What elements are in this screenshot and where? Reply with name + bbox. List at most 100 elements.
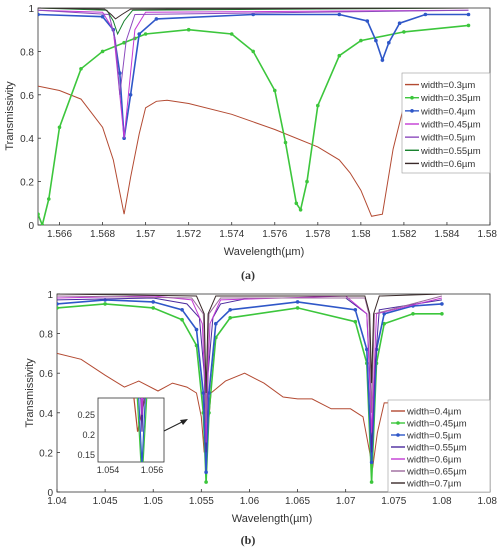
data-point xyxy=(229,32,234,36)
legend-marker xyxy=(396,421,400,425)
y-tick-label: 1 xyxy=(47,290,53,301)
legend-entry: width=0.4µm xyxy=(406,407,461,418)
data-point xyxy=(397,21,402,26)
series-line-width-0-7-m xyxy=(57,294,442,394)
y-tick-label: 0.4 xyxy=(20,134,34,145)
chart-b-inset: 1.054 1.056 0.25 0.2 0.15 xyxy=(77,397,188,475)
data-point xyxy=(387,40,391,45)
x-tick-label: 1.568 xyxy=(90,229,115,240)
series-line-width-0-6-m xyxy=(38,8,469,20)
legend-entry: width=0.5µm xyxy=(420,133,475,144)
x-tick-label: 1.045 xyxy=(93,496,118,507)
data-point xyxy=(151,300,155,304)
legend-entry: width=0.55µm xyxy=(420,146,481,157)
data-point xyxy=(353,308,358,312)
data-point xyxy=(79,67,83,71)
data-point xyxy=(57,302,59,306)
data-point xyxy=(365,347,369,352)
inset-plot-area xyxy=(97,397,165,463)
inset-pointer-arrowhead xyxy=(180,419,188,425)
chart-a-caption: (a) xyxy=(241,268,255,282)
x-tick-label: 1.566 xyxy=(47,229,72,240)
data-point xyxy=(423,12,428,17)
data-point xyxy=(251,12,255,17)
legend-entry: width=0.3µm xyxy=(420,80,475,91)
series-line-width-0-65-m xyxy=(57,295,443,423)
chart-b: 1.04 1.045 1.05 1.055 1.06 1.065 1.07 1.075 1.08… xyxy=(24,290,497,547)
legend-box xyxy=(401,72,491,174)
x-tick-label: 1.08 xyxy=(432,496,452,507)
data-point xyxy=(369,460,374,465)
data-point xyxy=(380,58,385,62)
legend-entry: width=0.5µm xyxy=(406,431,461,442)
chart-b-y-label: Transmissivity xyxy=(24,358,36,428)
legend-entry: width=0.4µm xyxy=(420,106,475,117)
inset-x-tick: 1.056 xyxy=(141,465,164,475)
data-point xyxy=(316,103,320,108)
data-point xyxy=(143,32,148,36)
series-line-width-0-45-m xyxy=(57,303,442,483)
series-line-width-0-5-m xyxy=(57,299,442,473)
x-tick-label: 1.06 xyxy=(240,496,260,507)
data-point xyxy=(214,321,218,326)
data-point xyxy=(180,308,184,312)
data-point xyxy=(374,38,378,43)
y-tick-label: 0.8 xyxy=(20,47,34,58)
data-point xyxy=(186,27,191,32)
legend-box xyxy=(387,399,491,493)
x-tick-label: 1.572 xyxy=(176,229,201,240)
inset-y-tick: 0.25 xyxy=(77,410,95,420)
data-point xyxy=(154,17,159,21)
x-tick-label: 1.574 xyxy=(219,229,244,240)
data-point xyxy=(402,30,406,34)
data-point xyxy=(57,125,62,130)
y-tick-label: 1 xyxy=(28,4,34,15)
data-point xyxy=(305,179,309,184)
chart-b-caption: (b) xyxy=(241,533,256,547)
legend-entry: width=0.65µm xyxy=(406,467,467,478)
data-point xyxy=(353,319,358,324)
x-tick-label: 1.075 xyxy=(381,496,406,507)
x-tick-label: 1.055 xyxy=(189,496,214,507)
data-point xyxy=(128,93,133,97)
legend-marker xyxy=(396,433,400,437)
data-point xyxy=(440,302,444,306)
x-tick-label: 1.085 xyxy=(477,496,497,507)
x-tick-label: 1.07 xyxy=(336,496,356,507)
data-point xyxy=(137,32,141,36)
series-line-width-0-3-m xyxy=(38,81,469,217)
data-point xyxy=(151,306,155,310)
data-point xyxy=(283,140,288,145)
chart-b-x-label: Wavelength(µm) xyxy=(232,513,313,525)
data-point xyxy=(57,306,59,310)
data-point xyxy=(411,312,415,316)
legend-marker xyxy=(410,95,414,100)
data-point xyxy=(228,308,232,312)
inset-y-tick: 0.15 xyxy=(77,450,95,460)
legend-entry: width=0.7µm xyxy=(406,479,461,490)
legend-entry: width=0.35µm xyxy=(420,93,481,104)
x-tick-label: 1.58 xyxy=(351,229,371,240)
inset-y-tick: 0.2 xyxy=(82,430,95,440)
y-tick-label: 0.6 xyxy=(20,91,34,102)
y-tick-label: 0.6 xyxy=(39,369,53,380)
x-tick-label: 1.57 xyxy=(136,229,156,240)
inset-x-tick: 1.054 xyxy=(97,465,120,475)
data-point xyxy=(337,12,342,17)
legend-entry: width=0.6µm xyxy=(406,455,461,466)
data-point xyxy=(204,480,208,484)
data-point xyxy=(294,201,299,206)
series-line-width-0-55-m xyxy=(38,8,469,36)
series-line-width-0-55-m xyxy=(57,297,442,453)
x-tick-label: 1.04 xyxy=(47,496,67,507)
data-point xyxy=(180,317,184,322)
x-tick-label: 1.065 xyxy=(285,496,310,507)
data-point xyxy=(40,223,45,225)
data-point xyxy=(103,302,107,306)
data-point xyxy=(122,40,126,45)
x-tick-label: 1.584 xyxy=(434,229,459,240)
data-point xyxy=(118,71,122,75)
data-point xyxy=(337,53,342,58)
data-point xyxy=(440,312,444,316)
